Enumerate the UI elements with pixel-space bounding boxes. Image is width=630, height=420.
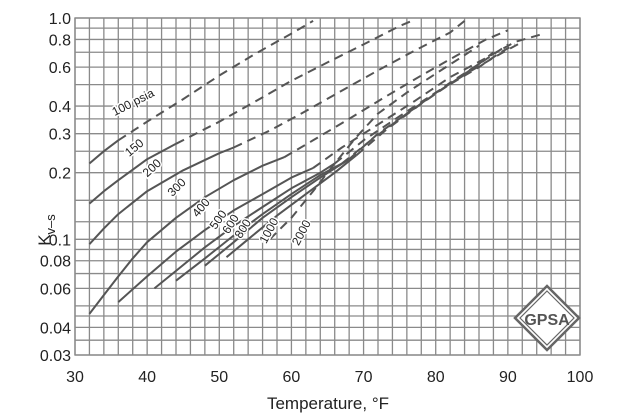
curve-solid	[204, 158, 350, 267]
x-tick-label: 70	[355, 369, 373, 386]
x-axis-label: Temperature, °F	[267, 394, 389, 413]
grid	[74, 17, 581, 356]
y-tick-label: 0.6	[49, 60, 71, 77]
curve-label: 150	[122, 136, 147, 160]
curve-dashed	[269, 44, 480, 241]
curve-solid	[175, 162, 343, 282]
curve-label: 200	[140, 156, 164, 180]
y-tick-label: 0.04	[40, 320, 71, 337]
curve-solid	[153, 162, 336, 290]
y-axis-ticks: 1.0 0.8 0.6 0.4 0.3 0.2 0.1 0.08 0.06 0.04 0.03	[40, 11, 71, 365]
x-axis-ticks: 30 40 50 60 70 80 90 100	[66, 369, 593, 386]
curve-dashed	[175, 18, 415, 145]
x-tick-label: 30	[66, 369, 84, 386]
curve-solid	[88, 142, 177, 205]
curve-dashed	[334, 41, 523, 165]
y-tick-label: 0.3	[49, 127, 71, 144]
plot-frame	[74, 17, 581, 356]
x-tick-label: 40	[138, 369, 156, 386]
curve-dashed	[312, 32, 545, 169]
logo-text: GPSA	[524, 312, 570, 329]
curve-label: 400	[189, 195, 213, 220]
x-tick-label: 90	[499, 369, 517, 386]
y-tick-label: 0.03	[40, 348, 71, 365]
curve-dashed	[283, 29, 509, 159]
y-tick-label: 0.4	[49, 99, 71, 116]
curve-solid	[88, 146, 235, 245]
x-tick-label: 50	[210, 369, 228, 386]
curve-solid	[225, 154, 358, 258]
curve-solid	[88, 139, 119, 165]
curve-dashed	[341, 43, 516, 165]
x-tick-label: 100	[567, 369, 594, 386]
curve-dashed	[117, 20, 314, 142]
y-axis-label-main: K	[35, 234, 54, 246]
y-tick-label: 0.8	[49, 32, 71, 49]
y-tick-label: 0.1	[49, 232, 71, 249]
curve-dashed	[355, 51, 495, 156]
curve-solid	[88, 156, 285, 315]
svg-text:Kv–s: Kv–s	[35, 214, 58, 246]
curve-solid	[117, 167, 314, 303]
y-tick-label: 0.08	[40, 254, 71, 271]
y-axis-label: Kv–s	[35, 214, 58, 246]
gpsa-logo: GPSA	[513, 284, 581, 352]
y-tick-label: 0.2	[49, 166, 71, 183]
curve-dashed	[348, 43, 509, 160]
y-axis-label-subscript: v–s	[43, 214, 58, 235]
curves	[88, 18, 545, 315]
logo-diamond-inner	[519, 290, 575, 346]
x-tick-label: 80	[427, 369, 445, 386]
curve-dashed	[233, 20, 466, 149]
x-tick-label: 60	[283, 369, 301, 386]
y-tick-label: 0.06	[40, 281, 71, 298]
y-tick-label: 1.0	[49, 11, 71, 28]
